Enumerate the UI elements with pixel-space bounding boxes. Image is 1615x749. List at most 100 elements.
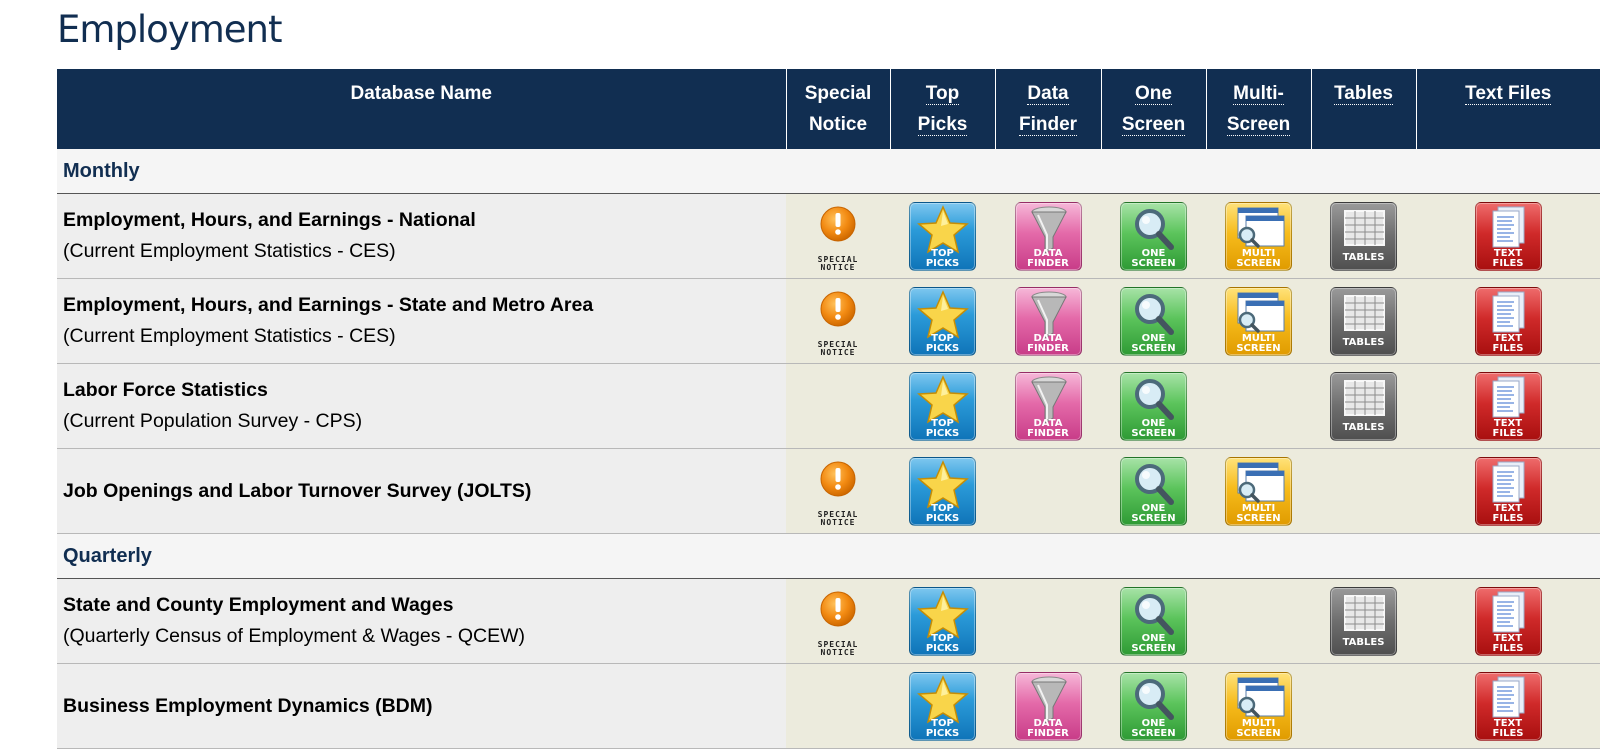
tables-label: TABLES — [1342, 251, 1385, 263]
document-icon — [1492, 291, 1524, 332]
grid-icon — [1344, 209, 1385, 246]
database-row: State and County Employment and Wages (Qu… — [57, 578, 1600, 664]
data-finder-label: DATA FINDER — [1027, 717, 1069, 739]
tables-label: TABLES — [1342, 421, 1385, 433]
cell-multi-screen: MULTI SCREEN — [1206, 663, 1311, 749]
star-icon — [917, 289, 969, 339]
tables-label: TABLES — [1342, 636, 1385, 648]
one-screen-label: ONE SCREEN — [1131, 247, 1176, 269]
cell-multi-screen: MULTI SCREEN — [1206, 448, 1311, 534]
database-title: State and County Employment and Wages — [63, 594, 454, 616]
special-notice-button[interactable]: SPECIAL NOTICE — [808, 200, 868, 272]
tables-label: TABLES — [1342, 336, 1385, 348]
data-finder-button[interactable]: DATA FINDER — [1014, 371, 1082, 441]
top-picks-button[interactable]: TOP PICKS — [909, 371, 976, 441]
text-files-label: TEXT FILES — [1492, 717, 1524, 739]
multi-screen-label: MULTI SCREEN — [1236, 247, 1281, 269]
top-picks-button[interactable]: TOP PICKS — [909, 456, 976, 526]
header-top-picks[interactable]: Top Picks — [889, 69, 995, 149]
cell-top-picks: TOP PICKS — [890, 448, 995, 534]
grid-icon — [1344, 594, 1385, 631]
multi-screen-button[interactable]: MULTI SCREEN — [1225, 286, 1292, 356]
magnifier-icon — [1135, 208, 1174, 250]
cell-tables: TABLES — [1311, 278, 1416, 364]
star-icon — [917, 589, 969, 639]
cell-tables — [1311, 448, 1416, 534]
one-screen-button[interactable]: ONE SCREEN — [1120, 371, 1187, 441]
database-title: Labor Force Statistics — [63, 379, 268, 401]
cell-text-files: TEXT FILES — [1416, 193, 1600, 279]
text-files-button[interactable]: TEXT FILES — [1474, 456, 1542, 526]
text-files-button[interactable]: TEXT FILES — [1474, 201, 1542, 271]
tables-button[interactable]: TABLES — [1330, 286, 1397, 356]
one-screen-label: ONE SCREEN — [1131, 332, 1176, 354]
data-finder-button[interactable]: DATA FINDER — [1014, 286, 1082, 356]
special-notice-button[interactable]: SPECIAL NOTICE — [808, 585, 868, 657]
multi-screen-button[interactable]: MULTI SCREEN — [1225, 671, 1292, 741]
data-finder-label: DATA FINDER — [1027, 247, 1069, 269]
special-notice-label: SPECIAL NOTICE — [817, 510, 859, 527]
header-one-screen[interactable]: One Screen — [1100, 69, 1206, 149]
text-files-button[interactable]: TEXT FILES — [1474, 586, 1542, 656]
section-label: Monthly — [57, 149, 1600, 194]
text-files-button[interactable]: TEXT FILES — [1474, 671, 1542, 741]
data-finder-button[interactable]: DATA FINDER — [1014, 201, 1082, 271]
cell-multi-screen — [1206, 363, 1311, 449]
database-row: Labor Force Statistics (Current Populatio… — [57, 363, 1600, 449]
cell-tables: TABLES — [1311, 363, 1416, 449]
star-icon — [917, 674, 969, 724]
database-title: Employment, Hours, and Earnings - State … — [63, 294, 594, 316]
one-screen-label: ONE SCREEN — [1131, 417, 1176, 439]
top-picks-button[interactable]: TOP PICKS — [909, 286, 976, 356]
grid-icon — [1344, 379, 1385, 416]
cell-tables: TABLES — [1311, 193, 1416, 279]
top-picks-button[interactable]: TOP PICKS — [909, 671, 976, 741]
tables-button[interactable]: TABLES — [1330, 371, 1397, 441]
one-screen-button[interactable]: ONE SCREEN — [1120, 201, 1187, 271]
text-files-button[interactable]: TEXT FILES — [1474, 286, 1542, 356]
one-screen-button[interactable]: ONE SCREEN — [1120, 671, 1187, 741]
windows-magnifier-icon — [1237, 207, 1285, 248]
one-screen-button[interactable]: ONE SCREEN — [1120, 286, 1187, 356]
grid-icon — [1344, 294, 1385, 331]
section-header-quarterly: Quarterly — [57, 533, 1600, 579]
top-picks-button[interactable]: TOP PICKS — [909, 201, 976, 271]
cell-special-notice: SPECIAL NOTICE — [786, 193, 890, 279]
header-tables[interactable]: Tables — [1310, 69, 1416, 149]
multi-screen-button[interactable]: MULTI SCREEN — [1225, 201, 1292, 271]
header-data-finder[interactable]: Data Finder — [994, 69, 1101, 149]
data-finder-label: DATA FINDER — [1027, 417, 1069, 439]
cell-special-notice: SPECIAL NOTICE — [786, 448, 890, 534]
cell-multi-screen: MULTI SCREEN — [1206, 193, 1311, 279]
exclamation-icon — [820, 291, 856, 327]
section-header-monthly: Monthly — [57, 149, 1600, 194]
text-files-button[interactable]: TEXT FILES — [1474, 371, 1542, 441]
text-files-label: TEXT FILES — [1492, 417, 1524, 439]
magnifier-icon — [1135, 293, 1174, 335]
tables-button[interactable]: TABLES — [1330, 586, 1397, 656]
cell-one-screen: ONE SCREEN — [1101, 578, 1206, 664]
magnifier-icon — [1135, 463, 1174, 505]
database-name-cell: Job Openings and Labor Turnover Survey (… — [57, 448, 786, 534]
multi-screen-label: MULTI SCREEN — [1236, 502, 1281, 524]
magnifier-icon — [1135, 678, 1174, 720]
database-title: Employment, Hours, and Earnings - Nation… — [63, 209, 476, 231]
top-picks-label: TOP PICKS — [925, 717, 960, 739]
special-notice-button[interactable]: SPECIAL NOTICE — [808, 455, 868, 527]
top-picks-button[interactable]: TOP PICKS — [909, 586, 976, 656]
cell-top-picks: TOP PICKS — [890, 578, 995, 664]
exclamation-icon — [820, 206, 856, 242]
header-multi-screen[interactable]: Multi- Screen — [1205, 69, 1311, 149]
special-notice-label: SPECIAL NOTICE — [817, 255, 859, 272]
cell-multi-screen: MULTI SCREEN — [1206, 278, 1311, 364]
one-screen-button[interactable]: ONE SCREEN — [1120, 586, 1187, 656]
special-notice-button[interactable]: SPECIAL NOTICE — [808, 285, 868, 357]
tables-button[interactable]: TABLES — [1330, 201, 1397, 271]
data-finder-button[interactable]: DATA FINDER — [1014, 671, 1082, 741]
special-notice-label: SPECIAL NOTICE — [817, 640, 859, 657]
multi-screen-button[interactable]: MULTI SCREEN — [1225, 456, 1292, 526]
cell-special-notice: SPECIAL NOTICE — [786, 278, 890, 364]
cell-one-screen: ONE SCREEN — [1101, 448, 1206, 534]
header-text-files[interactable]: Text Files — [1415, 69, 1600, 149]
one-screen-button[interactable]: ONE SCREEN — [1120, 456, 1187, 526]
